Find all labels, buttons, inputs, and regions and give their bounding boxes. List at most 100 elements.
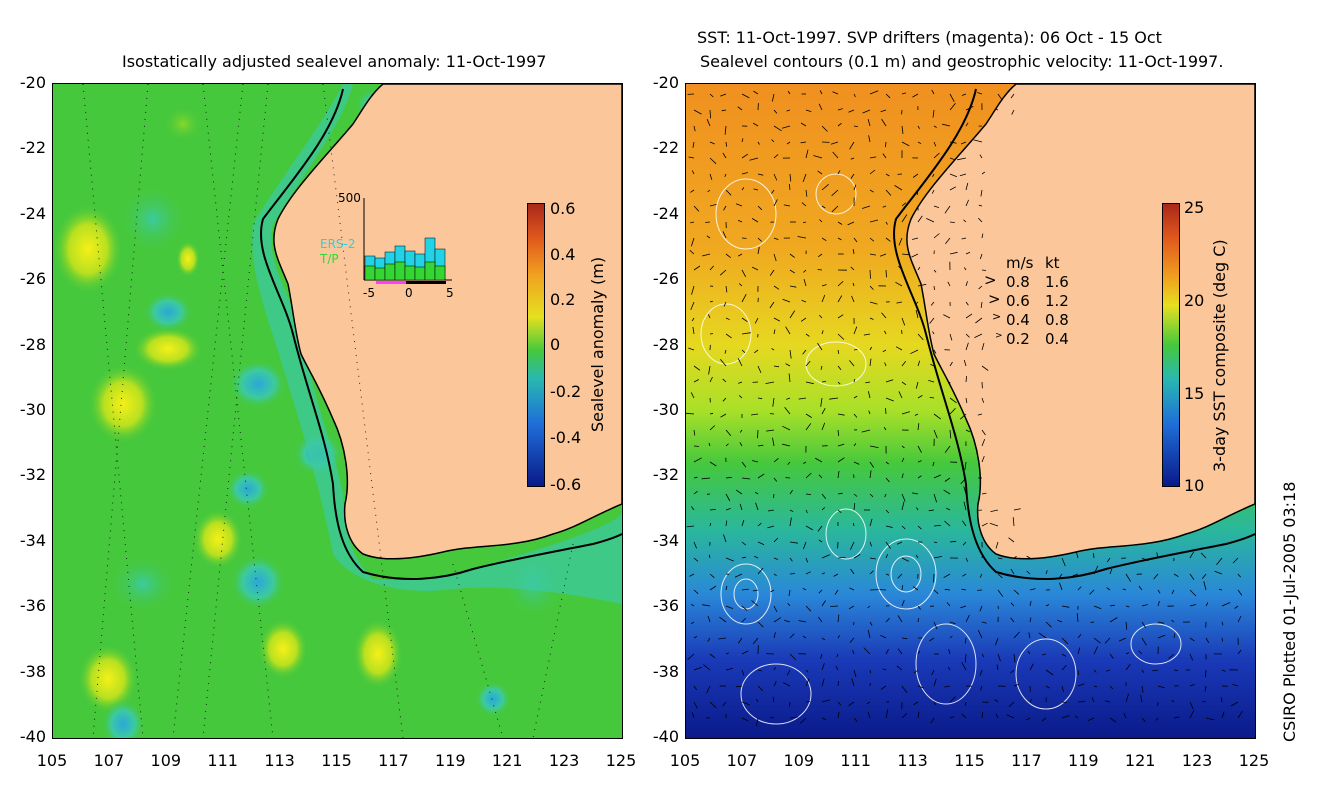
velocity-arrow <box>962 520 967 527</box>
velocity-arrow <box>931 189 935 194</box>
velocity-arrow <box>944 205 951 214</box>
velocity-arrow <box>821 408 826 415</box>
velocity-arrow <box>848 109 855 113</box>
velocity-arrow <box>869 253 876 256</box>
velocity-arrow <box>847 221 855 226</box>
velocity-arrow <box>1061 685 1064 692</box>
velocity-arrow <box>1061 665 1067 671</box>
velocity-arrow <box>788 184 791 191</box>
velocity-arrow <box>801 299 807 303</box>
velocity-arrow <box>741 294 747 303</box>
sst-colorbar-tick: 15 <box>1184 384 1205 403</box>
inset-histogram <box>363 198 452 284</box>
velocity-arrow <box>965 281 968 287</box>
velocity-arrow <box>882 205 887 208</box>
velocity-arrow <box>917 266 921 271</box>
velocity-arrow <box>709 585 717 591</box>
velocity-arrow <box>869 285 874 290</box>
velocity-arrow <box>707 637 711 642</box>
velocity-arrow <box>709 300 714 303</box>
velocity-arrow <box>773 493 775 499</box>
velocity-arrow <box>981 712 984 719</box>
sealevel-colorbar-tick: 0.4 <box>550 245 576 264</box>
velocity-arrow <box>837 701 842 706</box>
right-lon-tick: 107 <box>726 751 758 770</box>
velocity-arrow <box>752 637 759 645</box>
velocity-arrow <box>1230 701 1239 707</box>
velocity-arrow <box>946 507 951 511</box>
velocity-arrow <box>995 713 999 719</box>
velocity-arrow <box>693 666 703 671</box>
velocity-arrow <box>1171 699 1175 703</box>
velocity-arrow <box>693 205 700 212</box>
velocity-arrow <box>852 249 855 255</box>
velocity-arrow <box>852 649 855 655</box>
velocity-arrow <box>703 664 711 671</box>
velocity-arrow <box>869 219 879 223</box>
velocity-arrow <box>869 621 873 626</box>
velocity-arrow <box>901 411 911 415</box>
velocity-arrow <box>1153 573 1159 580</box>
velocity-arrow <box>849 141 855 150</box>
velocity-arrow <box>821 699 830 703</box>
velocity-arrow <box>1077 669 1079 675</box>
velocity-arrow <box>709 376 713 383</box>
velocity-arrow <box>805 472 812 479</box>
velocity-arrow <box>709 157 717 165</box>
velocity-arrow <box>1013 653 1016 663</box>
velocity-arrow <box>1173 669 1179 671</box>
velocity-arrow <box>1045 669 1054 676</box>
velocity-arrow <box>1057 619 1063 623</box>
velocity-arrow <box>853 349 858 351</box>
velocity-arrow <box>738 283 743 287</box>
sealevel-colorbar-tick: -0.2 <box>550 382 582 401</box>
velocity-arrow <box>725 652 729 655</box>
velocity-arrow <box>773 317 780 322</box>
velocity-arrow <box>1029 601 1032 607</box>
velocity-arrow <box>741 556 746 559</box>
velocity-arrow <box>1205 602 1209 607</box>
velocity-arrow <box>1204 685 1207 692</box>
velocity-arrow <box>1091 697 1095 703</box>
velocity-arrow <box>1076 552 1079 559</box>
velocity-arrow <box>821 493 827 500</box>
velocity-arrow <box>693 476 698 479</box>
velocity-arrow <box>1090 621 1095 623</box>
velocity-arrow <box>928 380 935 383</box>
velocity-arrow <box>757 473 765 479</box>
velocity-arrow <box>786 109 791 112</box>
velocity-arrow <box>817 170 823 175</box>
velocity-arrow <box>782 425 791 431</box>
velocity-arrow <box>1061 715 1070 719</box>
velocity-arrow <box>931 669 935 676</box>
sealevel-colorbar-tick: 0 <box>550 335 561 354</box>
velocity-arrow <box>1041 717 1047 722</box>
velocity-arrow <box>1173 716 1180 719</box>
velocity-arrow <box>901 585 904 591</box>
velocity-arrow <box>751 600 759 607</box>
velocity-arrow <box>741 269 747 277</box>
velocity-arrow <box>772 437 775 447</box>
velocity-arrow <box>949 635 953 639</box>
inset-series-label-tp: T/P <box>320 252 339 266</box>
velocity-arrow <box>1232 557 1239 564</box>
velocity-arrow <box>693 457 702 463</box>
velocity-arrow <box>689 573 695 577</box>
velocity-arrow <box>773 173 778 181</box>
velocity-arrow <box>1221 602 1231 607</box>
velocity-arrow <box>805 423 812 431</box>
velocity-arrow <box>853 443 857 447</box>
velocity-arrow <box>962 573 967 577</box>
velocity-arrow <box>869 346 872 351</box>
velocity-arrow <box>949 173 958 178</box>
velocity-arrow <box>979 253 983 260</box>
velocity-arrow <box>837 614 840 623</box>
left-lon-tick: 117 <box>378 751 409 770</box>
velocity-arrow <box>834 589 839 595</box>
velocity-arrow <box>1045 685 1050 689</box>
velocity-arrow <box>752 589 759 592</box>
velocity-arrow <box>1232 683 1239 687</box>
sst-colorbar-label: 3-day SST composite (deg C) <box>1210 239 1229 472</box>
velocity-arrow <box>709 93 714 98</box>
velocity-arrow <box>709 425 716 431</box>
